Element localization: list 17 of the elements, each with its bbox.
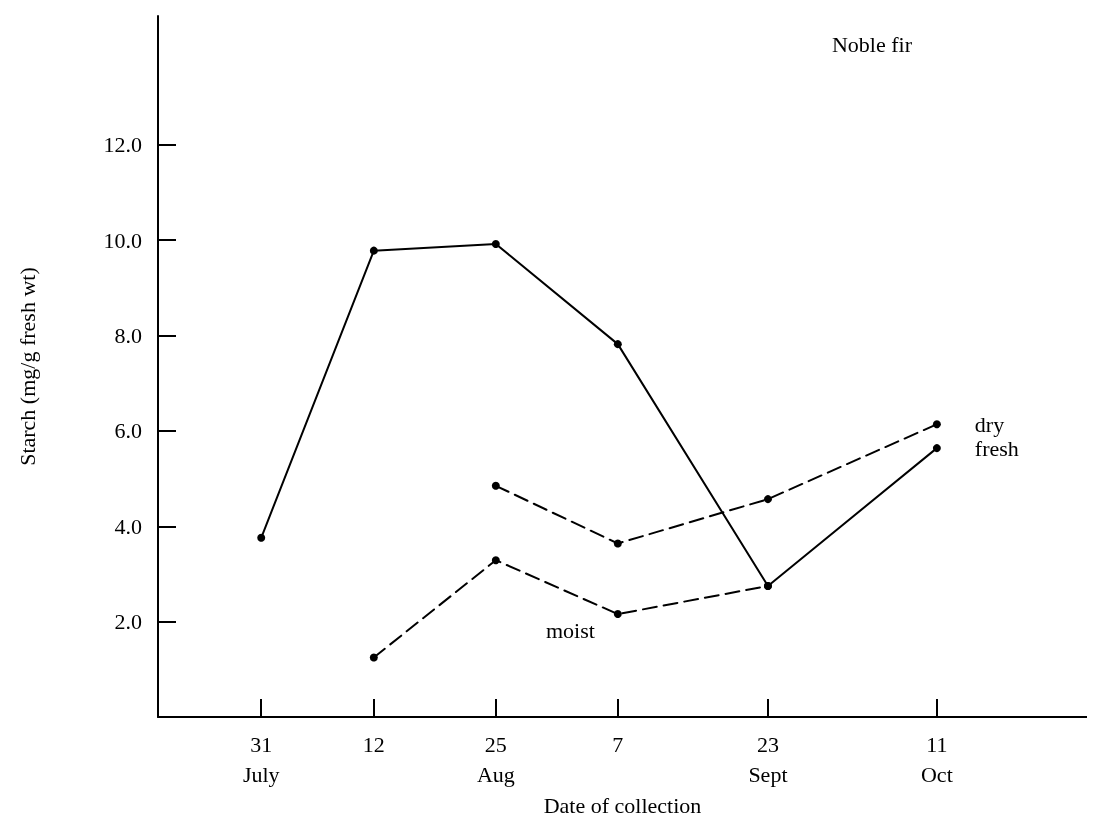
series-label: moist	[545, 618, 595, 644]
x-axis-title: Date of collection	[543, 792, 702, 818]
series-label: dry	[974, 411, 1005, 437]
y-tick-label: 2.0	[114, 609, 142, 635]
y-tick-label: 8.0	[114, 323, 142, 349]
y-tick-label: 4.0	[114, 513, 142, 539]
x-tick-label: 23 Sept	[748, 731, 788, 787]
x-tick-label: 31 July	[242, 731, 280, 787]
x-tick-label: 25 Aug	[476, 731, 515, 787]
x-tick-label: 12	[362, 731, 385, 757]
y-axis-title: Starch (mg/g fresh wt)	[14, 267, 40, 466]
text: Noble fir	[831, 31, 913, 57]
x-tick-label: 7	[612, 731, 624, 757]
x-tick-label: 11 Oct	[920, 731, 953, 787]
y-tick-label: 6.0	[114, 418, 142, 444]
y-tick-label: 12.0	[103, 132, 142, 158]
y-tick-label: 10.0	[103, 227, 142, 253]
